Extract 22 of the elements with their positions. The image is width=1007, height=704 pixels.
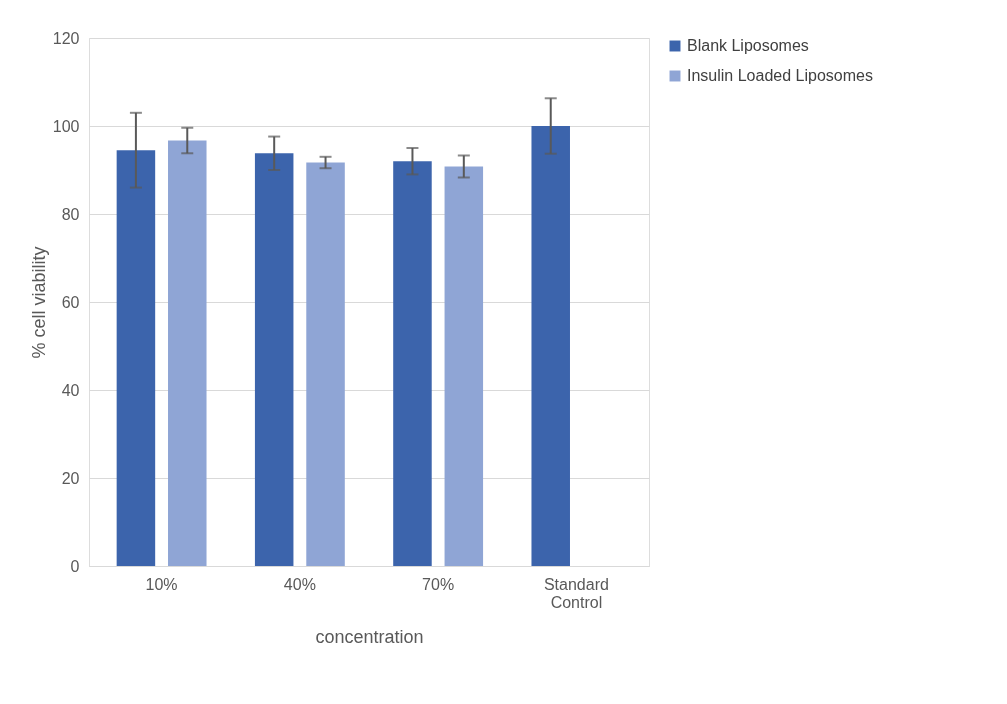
bar <box>393 161 432 566</box>
x-tick-label: 40% <box>283 575 316 593</box>
y-tick-label: 100 <box>52 117 80 135</box>
y-axis-title: % cell viability <box>28 246 49 359</box>
bar <box>531 126 570 566</box>
x-axis-title: concentration <box>315 626 424 647</box>
y-tick-label: 60 <box>61 293 80 311</box>
y-tick-label: 120 <box>52 29 80 47</box>
bar <box>444 166 484 566</box>
y-tick-label: 0 <box>70 557 80 575</box>
x-tick-label: 10% <box>145 575 178 593</box>
bar <box>306 162 345 566</box>
x-tick-label: Standard Control <box>543 575 609 611</box>
y-tick-label: 20 <box>61 469 80 487</box>
bar <box>168 140 207 566</box>
y-tick-label: 40 <box>61 381 80 399</box>
legend-label: Insulin Loaded Liposomes <box>687 67 873 84</box>
bar <box>116 150 156 566</box>
legend-label: Blank Liposomes <box>687 37 809 54</box>
bar <box>254 153 294 566</box>
x-tick-label: 70% <box>422 575 455 593</box>
y-tick-label: 80 <box>61 205 80 223</box>
